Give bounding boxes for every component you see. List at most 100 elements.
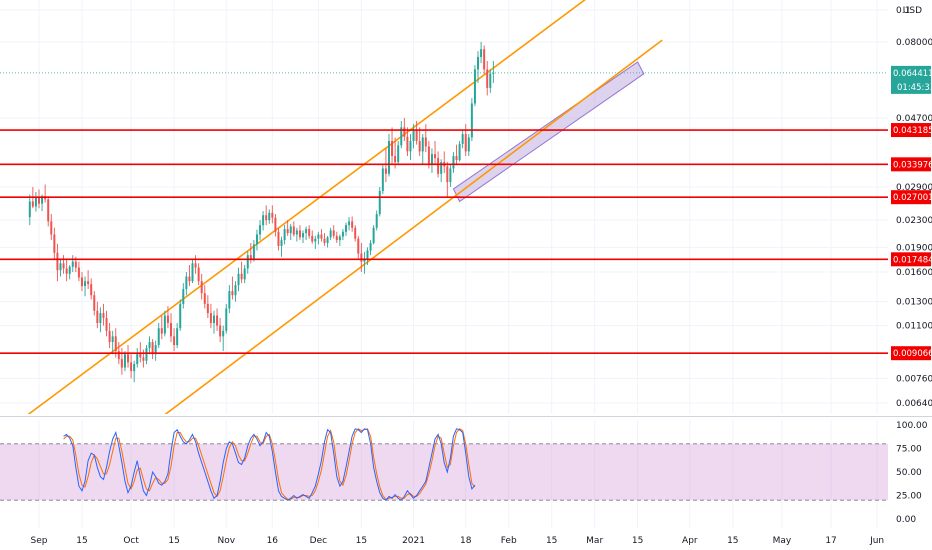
candle-body — [246, 255, 249, 269]
candle — [412, 124, 415, 149]
candle — [406, 127, 409, 157]
stochastic-pane[interactable] — [0, 420, 888, 528]
highlight-box[interactable] — [452, 61, 645, 203]
candle-body — [430, 154, 433, 165]
price-pane[interactable] — [0, 0, 888, 426]
candle — [323, 233, 326, 246]
candle-body — [87, 281, 90, 285]
candle — [348, 217, 351, 231]
time-tick-label: Mar — [586, 536, 603, 546]
time-tick-label: 15 — [168, 536, 179, 546]
candle-body — [203, 293, 206, 304]
candle-body — [173, 336, 176, 346]
candle — [332, 225, 335, 239]
candle — [197, 263, 200, 286]
time-tick-label: Dec — [310, 536, 327, 546]
candle — [160, 315, 163, 340]
candle — [470, 98, 473, 141]
candle — [59, 258, 62, 277]
candle-body — [219, 325, 222, 337]
price-tick-label: 0.01100000 — [896, 322, 932, 332]
candle — [366, 247, 369, 266]
candle-body — [458, 143, 461, 161]
candle — [440, 159, 443, 183]
candle-body — [397, 145, 400, 163]
candle — [320, 229, 323, 242]
candle — [305, 226, 308, 241]
channel-line-1[interactable] — [27, 0, 595, 416]
candle — [68, 265, 71, 280]
candle-body — [305, 229, 308, 234]
candle-body — [179, 303, 182, 329]
candle-body — [381, 168, 384, 191]
candle — [179, 299, 182, 331]
candle — [381, 164, 384, 195]
currency-label: USD — [903, 6, 922, 16]
candle-body — [197, 267, 200, 282]
time-tick-label: 16 — [267, 536, 279, 546]
time-tick-label: Nov — [217, 536, 235, 546]
candle-body — [317, 234, 320, 239]
stoch-tick-label: 0.00 — [896, 515, 916, 525]
candle-body — [470, 103, 473, 138]
time-axis[interactable]: Sep 15 Oct 15 Nov 16 Dec 15 2021 18 Feb 15 Mar 15 Apr 1… — [31, 536, 885, 546]
candle — [96, 301, 99, 329]
candle — [176, 322, 179, 349]
candle — [292, 221, 295, 237]
candle — [311, 230, 314, 244]
candle-body — [209, 313, 212, 323]
candle — [47, 196, 50, 227]
candle — [188, 265, 191, 287]
time-tick-label: Feb — [501, 536, 517, 546]
candle — [345, 222, 347, 236]
candle — [222, 325, 225, 352]
candle — [212, 310, 215, 334]
candle-body — [265, 215, 268, 221]
candle-body — [191, 263, 194, 282]
candle-body — [421, 137, 424, 152]
candle — [280, 236, 283, 257]
candle-body — [231, 291, 234, 296]
candle — [464, 124, 467, 157]
candle-body — [311, 235, 314, 242]
candle-body — [80, 277, 83, 287]
candle — [421, 134, 424, 165]
candle-body — [93, 295, 96, 311]
candle — [50, 214, 53, 241]
candle — [341, 229, 344, 241]
channel-line-2[interactable] — [150, 39, 663, 426]
candle-body — [148, 342, 151, 349]
price-axis[interactable]: 0.1 0.08000000 0.04700000 0.02900000 0.02300… — [891, 6, 932, 525]
candle-body — [176, 328, 179, 346]
candle-body — [295, 230, 298, 235]
stoch-d-line — [63, 428, 476, 500]
candle-body — [170, 322, 173, 337]
candle-body — [163, 315, 166, 334]
candle — [206, 295, 209, 318]
candle-body — [292, 226, 295, 235]
candle-body — [53, 234, 56, 253]
candle — [434, 141, 437, 165]
level-price-tag-text: 0.02700170 — [893, 193, 932, 203]
candle — [231, 276, 234, 300]
candle — [274, 214, 277, 237]
candle — [56, 243, 59, 282]
candle-body — [228, 291, 231, 309]
candle — [418, 127, 421, 157]
level-price-tag — [891, 190, 931, 205]
candle — [38, 189, 40, 209]
candle-body — [28, 201, 31, 218]
candle — [329, 227, 332, 241]
candle-body — [59, 263, 62, 271]
time-tick-label: 15 — [727, 536, 738, 546]
candle-body — [375, 214, 378, 228]
candle-body — [427, 146, 430, 165]
candle — [62, 255, 65, 274]
candle — [298, 225, 301, 241]
candle — [452, 152, 455, 173]
candle-body — [243, 268, 246, 280]
candle — [492, 60, 495, 84]
candle-body — [351, 221, 354, 228]
candle — [71, 255, 74, 272]
